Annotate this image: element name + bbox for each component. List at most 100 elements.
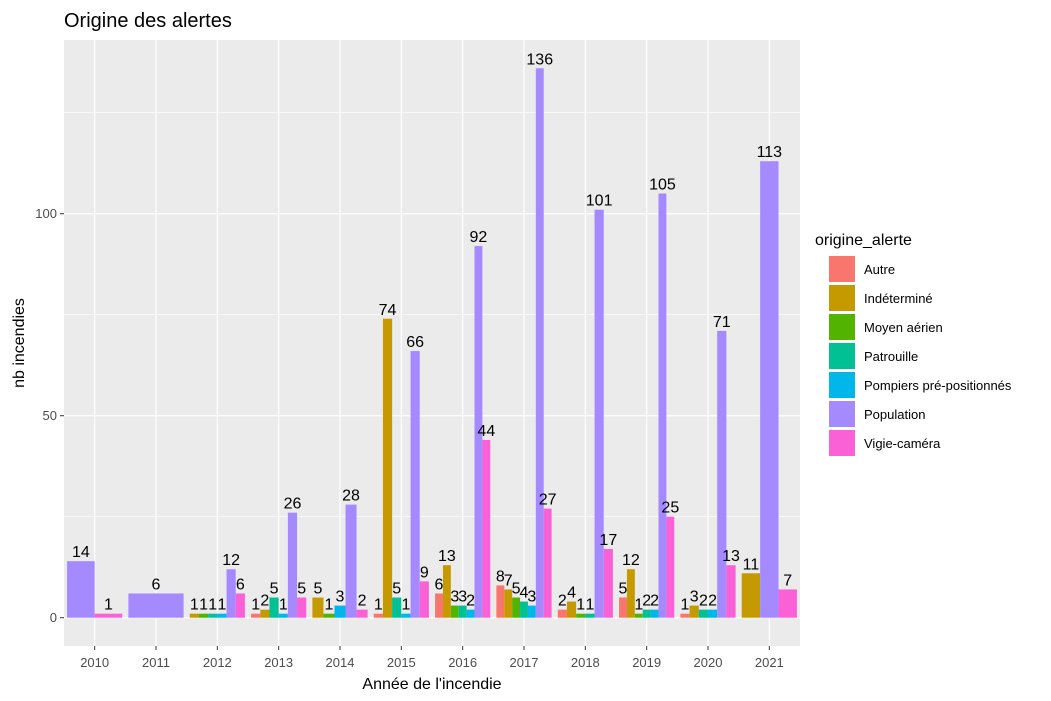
data-label: 92 xyxy=(470,229,488,246)
data-label: 4 xyxy=(520,585,529,602)
bar xyxy=(626,569,635,618)
bar xyxy=(466,609,475,618)
legend-swatch xyxy=(829,430,855,456)
data-label: 3 xyxy=(336,589,345,606)
bar xyxy=(698,609,708,618)
bar xyxy=(504,589,513,618)
bar xyxy=(543,508,552,618)
plot-panel xyxy=(64,40,800,646)
bar xyxy=(278,613,288,618)
bar xyxy=(442,565,451,618)
data-label: 25 xyxy=(661,500,679,517)
bar xyxy=(458,605,467,618)
legend-swatch xyxy=(829,285,855,311)
data-label: 74 xyxy=(379,302,397,319)
legend-swatch xyxy=(829,256,855,282)
x-axis: 2010 2011 2012 2013 2014 2015 2016 2017 2018 2019… xyxy=(80,646,784,670)
data-label: 66 xyxy=(406,334,424,351)
bar xyxy=(474,246,483,618)
data-label: 7 xyxy=(504,572,513,589)
bar xyxy=(198,613,209,618)
legend-label: Population xyxy=(864,407,925,422)
bar xyxy=(650,609,659,618)
data-label: 2 xyxy=(642,593,651,610)
data-label: 9 xyxy=(420,564,429,581)
y-axis: 0 50 100 xyxy=(35,206,64,625)
y-tick-label: 100 xyxy=(35,206,57,221)
bar xyxy=(557,609,567,618)
data-label: 11 xyxy=(743,556,760,573)
data-label: 14 xyxy=(72,544,90,561)
data-label: 113 xyxy=(757,144,783,161)
x-tick-label: 2021 xyxy=(755,655,784,670)
data-label: 6 xyxy=(435,576,444,593)
data-label: 5 xyxy=(512,581,521,598)
bar xyxy=(94,613,123,618)
bar xyxy=(345,504,357,618)
bar xyxy=(226,569,236,618)
bar xyxy=(287,512,298,618)
bar xyxy=(576,613,586,618)
bar xyxy=(760,161,779,618)
bar xyxy=(527,605,536,618)
legend-label: Vigie-caméra xyxy=(864,436,941,451)
x-tick-label: 2010 xyxy=(80,655,109,670)
data-label: 26 xyxy=(284,496,302,513)
bar xyxy=(419,581,429,618)
bar xyxy=(401,613,411,618)
x-tick-label: 2014 xyxy=(326,655,355,670)
data-label: 1 xyxy=(104,597,113,614)
bar xyxy=(297,597,307,618)
bar xyxy=(235,593,245,618)
data-label: 2 xyxy=(558,593,567,610)
legend-swatch xyxy=(829,314,855,340)
data-label: 1 xyxy=(208,597,217,614)
bar xyxy=(67,561,95,618)
bar xyxy=(334,605,346,618)
data-label: 27 xyxy=(539,492,557,509)
data-label: 6 xyxy=(152,576,161,593)
legend-label: Pompiers pré-positionnés xyxy=(864,378,1012,393)
data-label: 136 xyxy=(526,51,553,68)
bar xyxy=(323,613,335,618)
bar xyxy=(373,613,383,618)
bar xyxy=(680,613,690,618)
data-label: 1 xyxy=(374,597,383,614)
bar xyxy=(566,601,577,618)
bar xyxy=(312,597,324,618)
bar xyxy=(482,439,491,618)
bar xyxy=(450,605,459,618)
x-tick-label: 2016 xyxy=(448,655,477,670)
legend-swatch xyxy=(829,401,855,427)
bar xyxy=(128,593,184,618)
data-label: 13 xyxy=(438,548,456,565)
data-label: 2 xyxy=(466,593,475,610)
data-label: 1 xyxy=(634,597,643,614)
data-label: 5 xyxy=(619,581,628,598)
data-label: 1 xyxy=(199,597,208,614)
data-label: 3 xyxy=(527,589,536,606)
data-label: 2 xyxy=(708,593,717,610)
y-tick-label: 50 xyxy=(43,408,57,423)
data-label: 2 xyxy=(650,593,659,610)
bar xyxy=(512,597,521,618)
bar xyxy=(392,597,402,618)
bar xyxy=(603,549,613,618)
data-label: 1 xyxy=(576,597,585,614)
bar xyxy=(410,351,420,618)
data-label: 5 xyxy=(297,581,306,598)
bar xyxy=(717,330,727,618)
bar xyxy=(382,318,393,618)
bars-layer xyxy=(67,68,797,618)
bar xyxy=(642,609,651,618)
legend-label: Indéterminé xyxy=(864,291,933,306)
data-label: 8 xyxy=(496,568,505,585)
bar xyxy=(619,597,627,618)
bar xyxy=(217,613,227,618)
data-label: 101 xyxy=(586,193,613,210)
data-label: 3 xyxy=(458,589,467,606)
x-tick-label: 2020 xyxy=(694,655,723,670)
bar xyxy=(585,613,595,618)
data-label: 1 xyxy=(681,597,690,614)
data-label: 44 xyxy=(477,423,495,440)
